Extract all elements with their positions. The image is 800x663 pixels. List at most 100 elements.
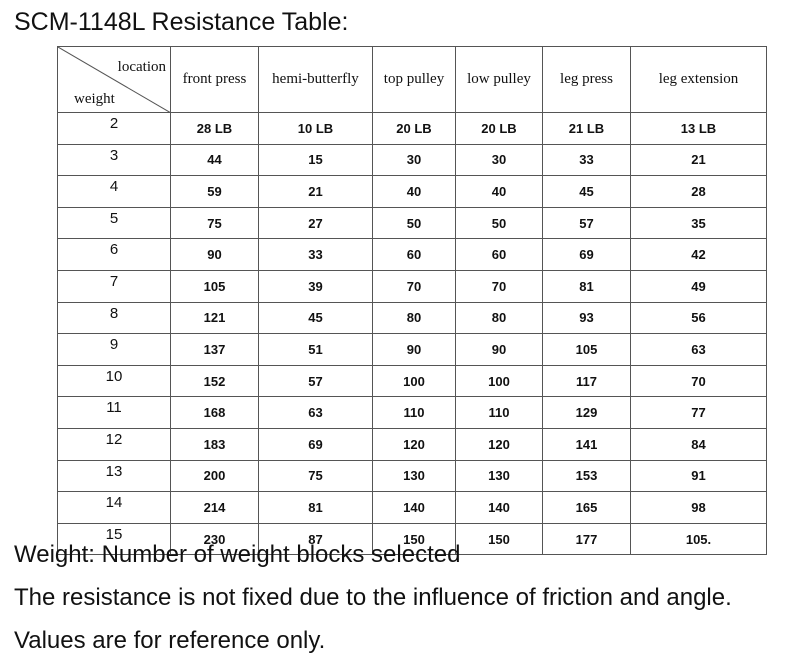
cell: 90 xyxy=(372,333,456,366)
row-label: 13 xyxy=(57,459,171,493)
cell: 21 LB xyxy=(542,112,631,145)
cell: 110 xyxy=(455,396,543,429)
table-row: 5 75 27 50 50 57 35 xyxy=(57,206,767,240)
cell: 28 LB xyxy=(170,112,259,145)
cell: 40 xyxy=(372,175,456,208)
cell: 10 LB xyxy=(258,112,373,145)
table-body: 2 28 LB 10 LB 20 LB 20 LB 21 LB 13 LB 3 44 15 30 30… xyxy=(57,112,767,556)
cell: 150 xyxy=(372,522,456,556)
cell: 140 xyxy=(372,491,456,524)
cell: 100 xyxy=(455,364,543,398)
cell: 121 xyxy=(170,301,259,335)
notes: Weight: Number of weight blocks selected… xyxy=(14,533,759,662)
cell: 77 xyxy=(630,396,767,429)
cell: 69 xyxy=(258,427,373,461)
table-row: 8 121 45 80 80 93 56 xyxy=(57,301,767,335)
table-row: 13 200 75 130 130 153 91 xyxy=(57,459,767,493)
column-header: hemi-butterfly xyxy=(258,46,373,113)
table-row: 10 152 57 100 100 117 70 xyxy=(57,364,767,398)
row-label: 4 xyxy=(57,175,171,208)
table-row: 9 137 51 90 90 105 63 xyxy=(57,333,767,366)
cell: 120 xyxy=(455,427,543,461)
cell: 70 xyxy=(630,364,767,398)
column-header: leg press xyxy=(542,46,631,113)
cell: 90 xyxy=(170,238,259,271)
cell: 51 xyxy=(258,333,373,366)
column-header: top pulley xyxy=(372,46,456,113)
cell: 44 xyxy=(170,143,259,177)
column-header: front press xyxy=(170,46,259,113)
cell: 20 LB xyxy=(372,112,456,145)
cell: 57 xyxy=(542,206,631,240)
row-label: 3 xyxy=(57,143,171,177)
cell: 13 LB xyxy=(630,112,767,145)
cell: 49 xyxy=(630,269,767,303)
row-label: 5 xyxy=(57,206,171,240)
cell: 230 xyxy=(170,522,259,556)
cell: 81 xyxy=(258,491,373,524)
column-header: leg extension xyxy=(630,46,767,113)
cell: 75 xyxy=(258,459,373,493)
cell: 27 xyxy=(258,206,373,240)
cell: 40 xyxy=(455,175,543,208)
cell: 35 xyxy=(630,206,767,240)
cell: 28 xyxy=(630,175,767,208)
note: Weight: Number of weight blocks selected xyxy=(14,541,461,568)
row-label: 9 xyxy=(57,333,171,366)
cell: 93 xyxy=(542,301,631,335)
cell: 20 LB xyxy=(455,112,543,145)
resistance-table: location weight front press hemi-butterfl… xyxy=(57,46,767,556)
row-label: 10 xyxy=(57,364,171,398)
cell: 45 xyxy=(258,301,373,335)
cell: 152 xyxy=(170,364,259,398)
cell: 177 xyxy=(542,522,631,556)
diagonal xyxy=(58,47,171,113)
row-label: 2 xyxy=(57,112,171,145)
note: The resistance is not fixed due to the i… xyxy=(14,584,732,654)
cell: 105 xyxy=(542,333,631,366)
cell: 15 xyxy=(258,143,373,177)
cell: 105. xyxy=(630,522,767,556)
table-row: 7 105 39 70 70 81 49 xyxy=(57,269,767,303)
cell: 59 xyxy=(170,175,259,208)
cell: 50 xyxy=(455,206,543,240)
cell: 45 xyxy=(542,175,631,208)
cell: 42 xyxy=(630,238,767,271)
cell: 129 xyxy=(542,396,631,429)
cell: 21 xyxy=(258,175,373,208)
table-row: 14 214 81 140 140 165 98 xyxy=(57,491,767,524)
cell: 141 xyxy=(542,427,631,461)
cell: 63 xyxy=(258,396,373,429)
cell: 69 xyxy=(542,238,631,271)
row-label: 14 xyxy=(57,491,171,524)
cell: 60 xyxy=(372,238,456,271)
cell: 75 xyxy=(170,206,259,240)
cell: 200 xyxy=(170,459,259,493)
cell: 214 xyxy=(170,491,259,524)
row-label: 12 xyxy=(57,427,171,461)
cell: 70 xyxy=(455,269,543,303)
cell: 183 xyxy=(170,427,259,461)
table-row: 15 230 87 150 150 177 105. xyxy=(57,522,767,556)
cell: 90 xyxy=(455,333,543,366)
cell: 63 xyxy=(630,333,767,366)
table-row: 4 59 21 40 40 45 28 xyxy=(57,175,767,208)
table-row: 3 44 15 30 30 33 21 xyxy=(57,143,767,177)
cell: 130 xyxy=(372,459,456,493)
cell: 105 xyxy=(170,269,259,303)
cell: 168 xyxy=(170,396,259,429)
table-row: 6 90 33 60 60 69 42 xyxy=(57,238,767,271)
cell: 120 xyxy=(372,427,456,461)
cell: 137 xyxy=(170,333,259,366)
row-label: 7 xyxy=(57,269,171,303)
row-label: 8 xyxy=(57,301,171,335)
cell: 60 xyxy=(455,238,543,271)
column-header: low pulley xyxy=(455,46,543,113)
cell: 39 xyxy=(258,269,373,303)
cell: 57 xyxy=(258,364,373,398)
cell: 140 xyxy=(455,491,543,524)
cell: 30 xyxy=(455,143,543,177)
cell: 100 xyxy=(372,364,456,398)
cell: 81 xyxy=(542,269,631,303)
